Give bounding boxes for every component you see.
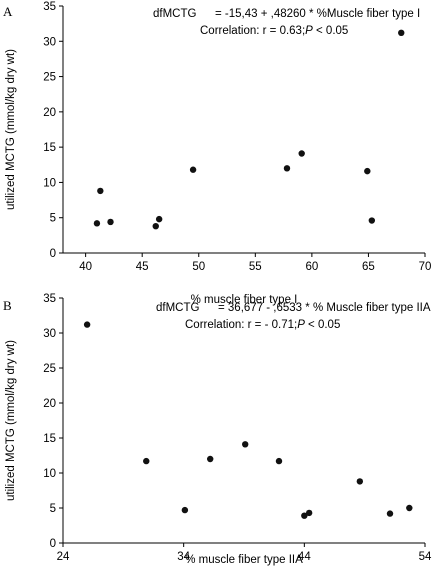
data-point <box>189 166 197 173</box>
data-point <box>298 150 305 157</box>
y-tick-label: 20 <box>43 398 56 410</box>
data-point <box>152 222 159 230</box>
annotation-correlation: Correlation: r = - 0.71;P < 0.05 <box>185 319 340 331</box>
y-tick-label: 0 <box>50 248 56 260</box>
panel-a: A 0 5 10 15 20 25 30 35 40 45 50 55 60 65 70 % muscle fi… <box>3 1 431 306</box>
data-point <box>93 220 101 227</box>
data-point <box>406 504 413 512</box>
y-tick-label: 15 <box>43 142 56 154</box>
y-tick-label: 10 <box>43 177 56 189</box>
x-tick-label: 54 <box>419 551 432 563</box>
y-tick-label: 5 <box>50 503 56 515</box>
data-point <box>181 506 189 514</box>
data-point <box>155 215 163 223</box>
y-tick-label: 30 <box>43 328 56 340</box>
data-point <box>275 457 283 465</box>
y-tick-label: 25 <box>43 363 56 375</box>
y-axis-title: utilized MCTG (mmol/kg dry wt) <box>5 49 17 210</box>
panel-label: A <box>3 4 13 19</box>
data-point <box>364 167 371 175</box>
y-tick-label: 10 <box>43 468 56 480</box>
data-point <box>398 29 405 37</box>
data-point <box>356 478 364 485</box>
x-tick-label: 34 <box>177 551 190 563</box>
x-tick-label: 55 <box>249 261 262 273</box>
data-point <box>283 165 291 172</box>
y-tick-label: 5 <box>50 213 56 225</box>
y-tick-label: 35 <box>43 293 56 305</box>
annotation-variable-name: dfMCTG <box>153 8 197 20</box>
x-tick-label: 24 <box>57 551 70 563</box>
data-point <box>143 457 150 465</box>
annotation-equation: = -15,43 + ,48260 * %Muscle fiber type I <box>215 8 420 20</box>
y-tick-label: 30 <box>43 36 56 48</box>
data-point <box>97 187 104 195</box>
data-point <box>368 217 376 224</box>
x-tick-label: 70 <box>419 261 432 273</box>
x-axis-title: % muscle fiber type I <box>191 294 298 306</box>
y-tick-label: 25 <box>43 72 56 84</box>
x-tick-label: 44 <box>298 551 311 563</box>
data-point <box>207 455 214 463</box>
data-point <box>107 218 114 226</box>
panel-label: B <box>3 298 12 313</box>
annotation-variable-name: dfMCTG <box>156 302 200 314</box>
x-tick-label: 45 <box>136 261 149 273</box>
x-tick-label: 50 <box>192 261 205 273</box>
x-tick-label: 60 <box>305 261 318 273</box>
data-point <box>301 512 308 519</box>
panel-b: B 0 5 10 15 20 25 30 35 24 34 44 54 % muscle fiber ty… <box>3 293 432 566</box>
data-point <box>386 510 394 517</box>
y-tick-label: 0 <box>50 538 56 550</box>
x-tick-label: 65 <box>362 261 375 273</box>
y-axis-title: utilized MCTG (mmol/kg dry wt) <box>5 340 17 501</box>
annotation-correlation: Correlation: r = 0.63;P < 0.05 <box>200 25 348 37</box>
y-tick-label: 15 <box>43 433 56 445</box>
data-point <box>83 321 91 328</box>
data-point <box>305 509 313 517</box>
annotation-equation: = 36,677 - ,6533 * % Muscle fiber type I… <box>218 302 431 314</box>
data-point <box>242 441 249 448</box>
x-axis-title: % muscle fiber type IIA <box>185 554 303 566</box>
y-tick-label: 35 <box>43 1 56 13</box>
x-tick-label: 40 <box>79 261 92 273</box>
y-tick-label: 20 <box>43 107 56 119</box>
